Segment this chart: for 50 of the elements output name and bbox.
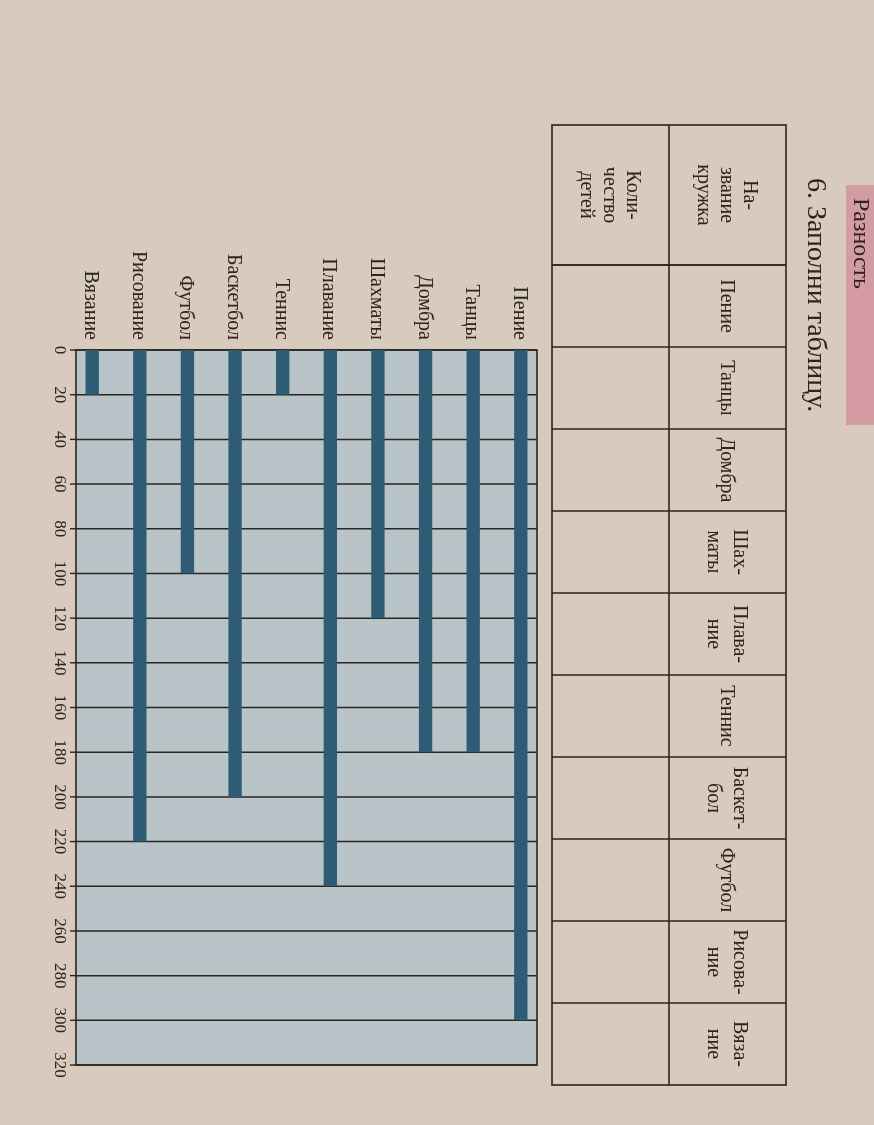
category-label: Вяза- ние (703, 1021, 752, 1067)
y-tick-label: 160 (51, 694, 71, 721)
text: 6. Заполни таблицу. (802, 178, 833, 413)
bar (514, 350, 528, 1021)
x-tick-label: Пение (509, 286, 532, 341)
y-tick-label: 320 (51, 1052, 71, 1078)
x-tick-label: Футбол (175, 275, 199, 341)
bar (133, 350, 147, 842)
x-tick-label: Домбра (413, 275, 437, 341)
y-tick-label: 280 (51, 962, 71, 989)
y-tick-label: 300 (51, 1007, 71, 1034)
category-label: Танцы (715, 360, 739, 416)
y-tick-label: 100 (51, 560, 71, 587)
category-label: Шах- маты (703, 529, 752, 575)
y-tick-label: 0 (51, 345, 71, 355)
y-tick-label: 180 (51, 739, 71, 765)
text: Разность (849, 198, 874, 290)
bar (85, 350, 99, 395)
bar (371, 350, 385, 619)
bar (276, 350, 290, 395)
x-tick-label: Баскетбол (224, 254, 247, 341)
category-label: Рисова- ние (703, 929, 752, 995)
y-tick-label: 20 (51, 386, 71, 404)
category-label: Теннис (716, 685, 739, 747)
x-tick-label: Рисование (128, 250, 151, 341)
bar (180, 350, 195, 574)
category-label: Футбол (715, 847, 739, 913)
y-tick-label: 200 (51, 784, 71, 810)
bar (418, 350, 433, 753)
category-label: Плава- ние (703, 604, 752, 664)
x-tick-label: Вязание (81, 270, 104, 341)
bar (466, 350, 480, 753)
category-label: На- звание кружка (693, 164, 762, 226)
y-tick-label: 240 (51, 873, 71, 899)
y-tick-label: 220 (51, 828, 71, 855)
bar (228, 350, 242, 797)
y-tick-label: 260 (51, 918, 71, 944)
y-tick-label: 40 (51, 430, 71, 448)
category-label: Домбра (715, 437, 739, 503)
x-tick-label: Теннис (271, 278, 294, 341)
y-tick-label: 140 (51, 650, 71, 676)
x-tick-label: Шахматы (366, 257, 389, 340)
x-tick-label: Плавание (319, 258, 342, 341)
y-tick-label: 60 (51, 475, 71, 493)
y-tick-label: 80 (51, 520, 71, 538)
x-tick-label: Танцы (461, 284, 485, 340)
category-label: Коли- чество детей (576, 166, 645, 224)
y-tick-label: 120 (51, 605, 71, 631)
bar (323, 350, 337, 887)
category-label: Баскет- бол (703, 766, 752, 830)
